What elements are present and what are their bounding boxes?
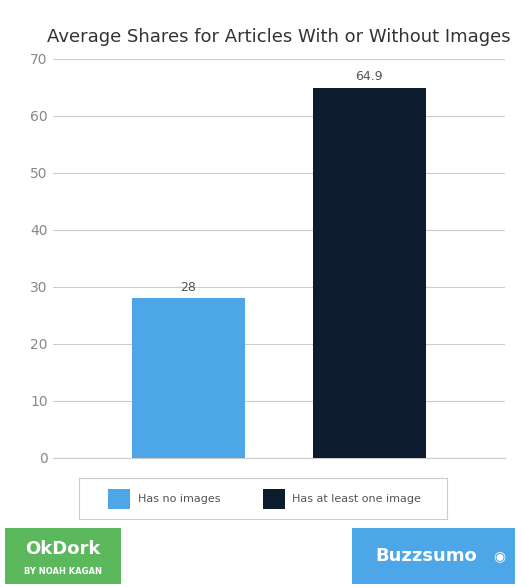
Title: Average Shares for Articles With or Without Images: Average Shares for Articles With or With… <box>47 28 511 46</box>
Text: ◉: ◉ <box>493 549 505 563</box>
Text: Buzzsumo: Buzzsumo <box>375 547 477 565</box>
Text: OkDork: OkDork <box>25 541 101 558</box>
Text: Has at least one image: Has at least one image <box>292 494 421 504</box>
FancyBboxPatch shape <box>108 488 130 509</box>
Text: 28: 28 <box>180 281 196 294</box>
Text: Has no images: Has no images <box>138 494 220 504</box>
Text: 64.9: 64.9 <box>356 70 383 83</box>
Bar <box>132 298 245 458</box>
FancyBboxPatch shape <box>263 488 285 509</box>
Bar <box>312 88 426 458</box>
Text: BY NOAH KAGAN: BY NOAH KAGAN <box>24 567 102 576</box>
